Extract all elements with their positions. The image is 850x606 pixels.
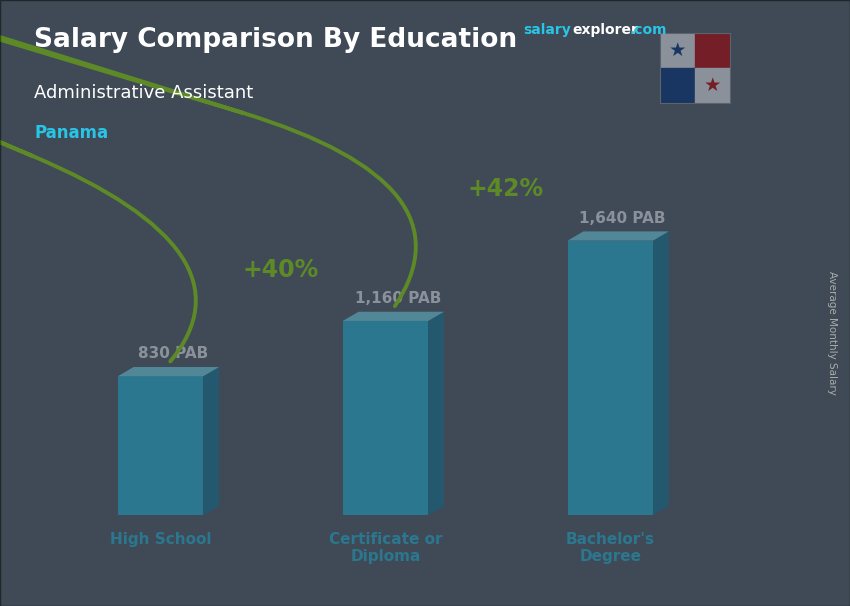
Polygon shape — [118, 376, 203, 515]
Text: +42%: +42% — [468, 178, 544, 201]
Text: explorer: explorer — [572, 23, 638, 37]
Polygon shape — [343, 311, 444, 321]
Polygon shape — [568, 241, 653, 515]
Text: Salary Comparison By Education: Salary Comparison By Education — [34, 27, 517, 53]
Polygon shape — [343, 321, 428, 515]
Text: +40%: +40% — [243, 258, 319, 282]
Bar — [660, 68, 694, 103]
Polygon shape — [653, 231, 669, 515]
Polygon shape — [568, 231, 669, 241]
Bar — [660, 33, 694, 68]
Text: 830 PAB: 830 PAB — [138, 346, 208, 361]
Text: ★: ★ — [704, 76, 721, 95]
Text: salary: salary — [523, 23, 570, 37]
Polygon shape — [118, 367, 219, 376]
Polygon shape — [203, 367, 219, 515]
Text: .com: .com — [630, 23, 667, 37]
Text: Average Monthly Salary: Average Monthly Salary — [827, 271, 837, 395]
Bar — [694, 68, 729, 103]
Text: 1,160 PAB: 1,160 PAB — [354, 291, 441, 306]
Text: Administrative Assistant: Administrative Assistant — [34, 84, 253, 102]
Text: 1,640 PAB: 1,640 PAB — [580, 210, 666, 225]
Text: Panama: Panama — [34, 124, 108, 142]
Bar — [694, 33, 729, 68]
Text: ★: ★ — [669, 41, 686, 60]
Polygon shape — [428, 311, 444, 515]
